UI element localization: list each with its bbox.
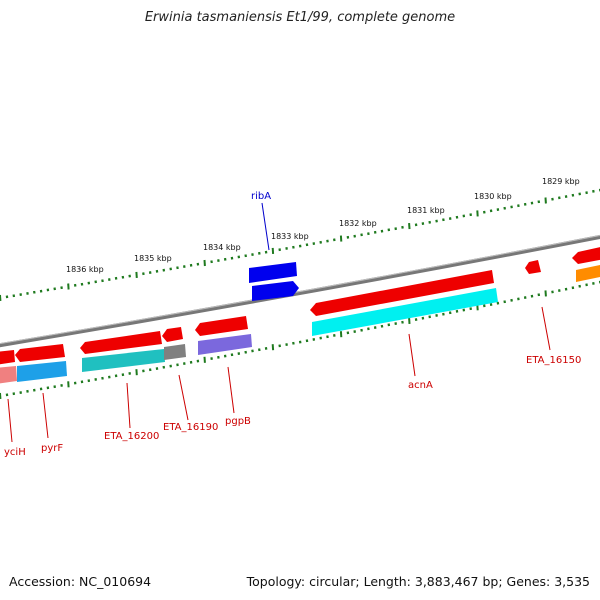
gene-pgpB-leader [227, 366, 235, 414]
gene-label-acnA: acnA [408, 380, 433, 391]
gene-pyrF[interactable]: pyrF [15, 344, 67, 454]
gene-pgpB-forward [195, 316, 248, 336]
kbp-label-1832: 1832 kbp [339, 219, 377, 228]
tick-tracks [0, 188, 600, 400]
gene-ETA-16200[interactable]: ETA_16200 [80, 331, 165, 442]
kbp-label-1829: 1829 kbp [542, 177, 580, 186]
gene-ETA-16200-forward [80, 331, 162, 354]
genome-backbone [0, 234, 600, 348]
gene-label-ETA-16150: ETA_16150 [526, 355, 581, 366]
gene-pyrF-forward [15, 344, 65, 362]
gene-yciH-forward [0, 350, 15, 365]
gene-ETA-16190-leader [178, 374, 189, 421]
gene-ETA-16190-function [164, 344, 186, 360]
gene-right-function [576, 265, 600, 282]
gene-acnA-forward [310, 270, 494, 316]
gene-ETA-16150-forward [525, 260, 541, 274]
gene-yciH[interactable]: yciH [0, 350, 26, 458]
kbp-label-1835: 1835 kbp [134, 254, 172, 263]
gene-label-ETA-16190: ETA_16190 [163, 422, 218, 433]
kbp-label-1834: 1834 kbp [203, 243, 241, 252]
gene-ETA-16190-forward [162, 327, 183, 342]
kbp-label-1830: 1830 kbp [474, 192, 512, 201]
gene-label-ribA: ribA [251, 191, 271, 202]
gene-pgpB-function [198, 334, 252, 355]
genome-backbone-highlight [0, 234, 600, 345]
kbp-label-1833: 1833 kbp [271, 232, 309, 241]
gene-label-pyrF: pyrF [41, 443, 63, 454]
gene-ribA-leader [261, 202, 270, 251]
gene-ribA-lower-arrow [252, 281, 299, 301]
gene-ETA-16190[interactable]: ETA_16190 [162, 327, 218, 433]
gene-acnA-function [312, 288, 498, 336]
gene-ribA-upper-arrow [249, 262, 297, 283]
gene-pyrF-function [17, 361, 67, 382]
gene-ribA[interactable]: ribA [249, 191, 299, 301]
gene-label-pgpB: pgpB [225, 416, 251, 427]
gene-pgpB[interactable]: pgpB [195, 316, 252, 427]
gene-pyrF-leader [42, 392, 49, 439]
gene-right-forward [572, 247, 600, 264]
accession-label: Accession: NC_010694 [9, 574, 152, 589]
kbp-label-1836: 1836 kbp [66, 265, 104, 274]
gene-ETA-16150[interactable]: ETA_16150 [525, 260, 581, 366]
figure-title: Erwinia tasmaniensis Et1/99, complete ge… [144, 10, 456, 25]
gene-ETA-16200-leader [126, 382, 131, 429]
gene-acnA-leader [408, 333, 416, 377]
gene-label-yciH: yciH [4, 447, 26, 458]
gene-ETA-16150-leader [541, 306, 551, 351]
gene-ETA-16200-function [82, 349, 165, 372]
gene-yciH-leader [7, 398, 13, 443]
topology-info: Topology: circular; Length: 3,883,467 bp… [246, 574, 590, 589]
gene-acnA[interactable]: acnA [310, 270, 498, 391]
gene-yciH-function [0, 366, 17, 384]
kbp-labels: 1836 kbp 1835 kbp 1834 kbp 1833 kbp 1832… [66, 177, 580, 274]
gene-label-ETA-16200: ETA_16200 [104, 431, 159, 442]
kbp-label-1831: 1831 kbp [407, 206, 445, 215]
gene-right-partial[interactable] [572, 246, 600, 282]
